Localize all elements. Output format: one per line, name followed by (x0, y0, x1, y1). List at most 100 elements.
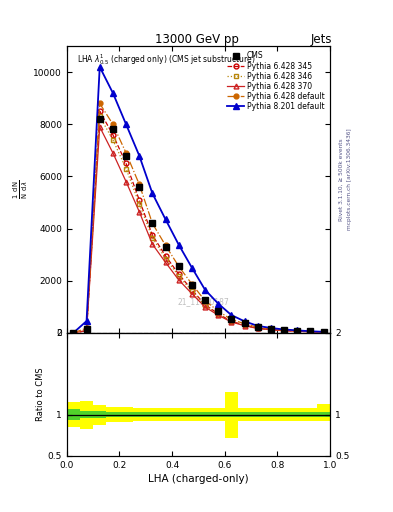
Pythia 6.428 default (216, 308, 220, 314)
Pythia 6.428 370 (229, 319, 234, 325)
Pythia 6.428 default (110, 121, 115, 127)
Line: Pythia 6.428 345: Pythia 6.428 345 (71, 109, 326, 335)
CMS (203, 297, 208, 303)
Pythia 6.428 default (229, 316, 234, 323)
Pythia 6.428 345 (321, 329, 326, 335)
Pythia 6.428 370 (176, 277, 181, 283)
Pythia 6.428 346 (124, 165, 129, 172)
Pythia 6.428 345 (150, 232, 155, 238)
CMS (124, 153, 129, 159)
Pythia 6.428 346 (137, 201, 141, 207)
Pythia 6.428 default (268, 326, 273, 332)
Pythia 6.428 346 (295, 328, 299, 334)
Pythia 6.428 370 (242, 323, 247, 329)
Pythia 8.201 default (124, 121, 129, 127)
Pythia 6.428 370 (97, 124, 102, 130)
Pythia 8.201 default (308, 328, 313, 334)
Pythia 6.428 346 (216, 311, 220, 317)
Text: LHA $\lambda^{1}_{0.5}$ (charged only) (CMS jet substructure): LHA $\lambda^{1}_{0.5}$ (charged only) (… (77, 52, 256, 67)
Pythia 6.428 default (282, 327, 286, 333)
Text: 21_11920187: 21_11920187 (177, 297, 229, 306)
Pythia 6.428 345 (71, 330, 76, 336)
CMS (268, 326, 273, 332)
Pythia 6.428 default (308, 328, 313, 334)
Pythia 8.201 default (97, 64, 102, 70)
Pythia 6.428 default (242, 321, 247, 327)
CMS (216, 308, 220, 314)
Pythia 6.428 346 (71, 330, 76, 336)
Pythia 6.428 370 (282, 328, 286, 334)
Pythia 6.428 370 (203, 304, 208, 310)
Pythia 6.428 default (84, 325, 89, 331)
Pythia 6.428 345 (163, 253, 168, 259)
Pythia 6.428 345 (189, 287, 194, 293)
Pythia 6.428 346 (84, 328, 89, 334)
Pythia 6.428 346 (97, 113, 102, 119)
Pythia 6.428 default (295, 328, 299, 334)
Pythia 6.428 345 (97, 108, 102, 114)
Pythia 6.428 346 (321, 329, 326, 335)
Pythia 8.201 default (137, 153, 141, 159)
Pythia 6.428 370 (308, 329, 313, 335)
Pythia 6.428 370 (295, 328, 299, 334)
CMS (137, 184, 141, 190)
Pythia 8.201 default (295, 327, 299, 333)
CMS (229, 316, 234, 322)
Pythia 6.428 370 (84, 328, 89, 334)
Pythia 6.428 default (97, 100, 102, 106)
Pythia 6.428 346 (242, 322, 247, 328)
CMS (163, 244, 168, 250)
Pythia 8.201 default (189, 265, 194, 271)
Pythia 6.428 346 (308, 329, 313, 335)
Pythia 6.428 370 (216, 312, 220, 318)
Pythia 6.428 346 (163, 255, 168, 262)
Pythia 8.201 default (110, 90, 115, 96)
Pythia 6.428 default (124, 150, 129, 156)
Pythia 6.428 default (203, 297, 208, 304)
Pythia 6.428 345 (137, 197, 141, 203)
Legend: CMS, Pythia 6.428 345, Pythia 6.428 346, Pythia 6.428 370, Pythia 6.428 default,: CMS, Pythia 6.428 345, Pythia 6.428 346,… (226, 50, 326, 113)
Pythia 8.201 default (150, 190, 155, 197)
Pythia 8.201 default (203, 287, 208, 293)
Pythia 6.428 346 (189, 288, 194, 294)
CMS (150, 220, 155, 226)
Pythia 6.428 370 (189, 291, 194, 297)
CMS (282, 327, 286, 333)
CMS (97, 116, 102, 122)
Pythia 6.428 345 (84, 328, 89, 334)
CMS (295, 328, 299, 334)
Pythia 6.428 345 (282, 328, 286, 334)
Pythia 8.201 default (321, 329, 326, 335)
Pythia 6.428 370 (124, 179, 129, 185)
CMS (176, 263, 181, 269)
Pythia 6.428 default (321, 329, 326, 335)
Line: CMS: CMS (71, 116, 326, 335)
Text: Jets: Jets (310, 33, 332, 46)
Pythia 8.201 default (163, 217, 168, 223)
Pythia 8.201 default (229, 312, 234, 318)
Pythia 8.201 default (282, 327, 286, 333)
Pythia 6.428 345 (110, 132, 115, 138)
Pythia 6.428 346 (110, 137, 115, 143)
Y-axis label: Ratio to CMS: Ratio to CMS (36, 368, 45, 421)
Pythia 6.428 345 (268, 326, 273, 332)
Pythia 6.428 370 (137, 208, 141, 215)
Pythia 6.428 345 (203, 302, 208, 308)
Pythia 6.428 345 (308, 329, 313, 335)
CMS (255, 324, 260, 330)
Pythia 6.428 370 (110, 150, 115, 156)
Line: Pythia 8.201 default: Pythia 8.201 default (70, 64, 327, 336)
CMS (189, 282, 194, 288)
Pythia 8.201 default (255, 323, 260, 329)
Pythia 6.428 346 (282, 328, 286, 334)
Pythia 6.428 346 (203, 303, 208, 309)
Text: Rivet 3.1.10, ≥ 500k events: Rivet 3.1.10, ≥ 500k events (339, 138, 344, 221)
Pythia 6.428 345 (124, 160, 129, 166)
Pythia 6.428 370 (71, 330, 76, 336)
Pythia 6.428 default (137, 181, 141, 187)
Pythia 6.428 370 (321, 329, 326, 335)
Text: mcplots.cern.ch [arXiv:1306.3436]: mcplots.cern.ch [arXiv:1306.3436] (347, 129, 352, 230)
Line: Pythia 6.428 370: Pythia 6.428 370 (71, 124, 326, 335)
Pythia 8.201 default (216, 301, 220, 307)
Pythia 8.201 default (71, 330, 76, 336)
